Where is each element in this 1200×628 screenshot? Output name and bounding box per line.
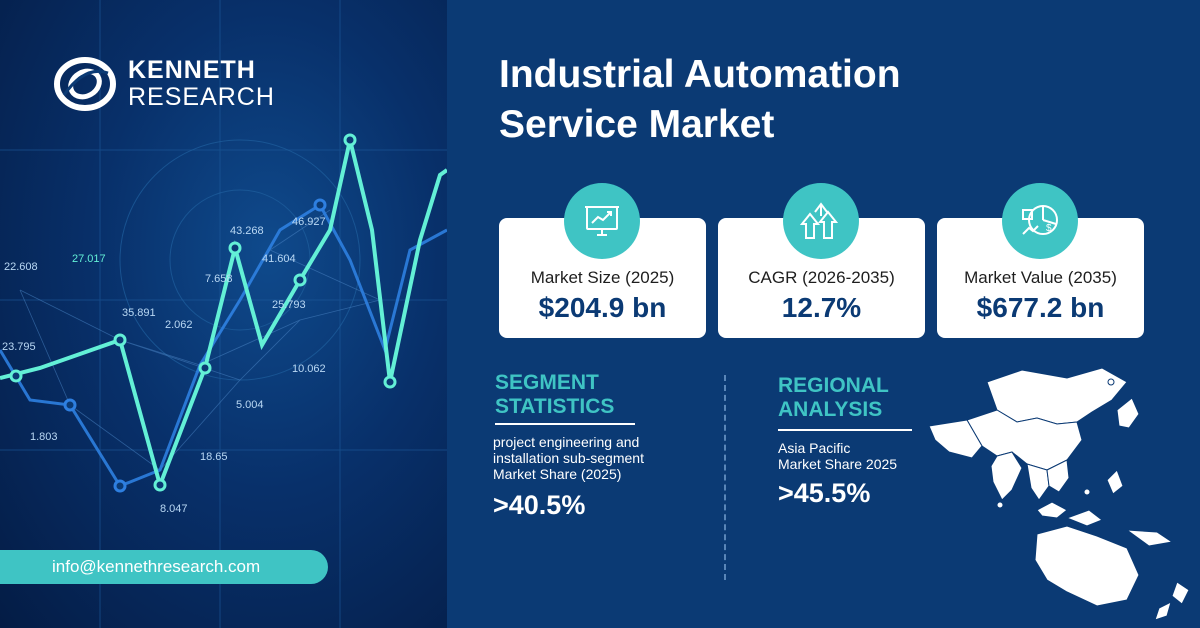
segment-desc-line2: installation sub-segment [493, 450, 644, 466]
card-value: $677.2 bn [976, 292, 1105, 323]
card-label: CAGR (2026-2035) [748, 268, 895, 287]
card-value: $204.9 bn [538, 292, 667, 323]
brand-logo: KENNETH RESEARCH [52, 55, 275, 113]
bg-number: 22.608 [4, 261, 38, 273]
cagr-card: CAGR (2026-2035) 12.7% [718, 218, 925, 338]
segment-value: >40.5% [493, 490, 586, 520]
card-label: Market Value (2035) [964, 268, 1117, 287]
brand-name-line1: KENNETH [128, 56, 256, 84]
segment-desc-line1: project engineering and [493, 434, 640, 450]
bg-number: 23.795 [2, 341, 36, 353]
segment-statistics-heading: SEGMENT STATISTICS [495, 371, 614, 419]
email-link[interactable]: info@kennethresearch.com [0, 550, 328, 584]
asia-pacific-map [928, 367, 1190, 621]
regional-title-line1: REGIONAL [778, 374, 889, 397]
brand-name-line2: RESEARCH [128, 83, 275, 111]
section-divider [724, 375, 726, 580]
card-value: 12.7% [781, 292, 862, 323]
title-line1: Industrial Automation [499, 53, 901, 96]
segment-desc-line3: Market Share (2025) [493, 466, 622, 482]
financial-chart-background: 22.608 27.017 23.795 35.891 2.062 7.658 … [0, 0, 447, 628]
bg-number: 2.062 [165, 319, 193, 331]
segment-title-line1: SEGMENT [495, 371, 599, 394]
regional-title-line2: ANALYSIS [778, 398, 883, 421]
regional-analysis-heading: REGIONAL ANALYSIS [778, 374, 889, 422]
presentation-chart-icon [564, 183, 640, 259]
growth-arrows-icon [783, 183, 859, 259]
regional-desc-line2: Market Share 2025 [778, 456, 898, 472]
bg-number: 35.891 [122, 307, 156, 319]
regional-description: Asia Pacific Market Share 2025 [778, 440, 897, 472]
regional-value: >45.5% [778, 478, 871, 508]
bg-number: 7.658 [205, 273, 233, 285]
page-title: Industrial Automation Service Market [499, 50, 1059, 150]
regional-desc-line1: Asia Pacific [778, 440, 851, 456]
card-label: Market Size (2025) [530, 268, 675, 287]
pie-dollar-icon: $ [1002, 183, 1078, 259]
bg-number: 41.604 [262, 253, 296, 265]
left-visual-panel: 22.608 27.017 23.795 35.891 2.062 7.658 … [0, 0, 447, 628]
bg-number: 8.047 [160, 503, 188, 515]
bg-number: 10.062 [292, 363, 326, 375]
logo-swirl-icon [52, 55, 118, 113]
bg-number: 5.004 [236, 399, 264, 411]
svg-text:$: $ [1046, 223, 1052, 234]
title-line2: Service Market [499, 103, 775, 146]
segment-description: project engineering and installation sub… [493, 434, 644, 482]
bg-number: 25.793 [272, 299, 306, 311]
market-value-card: Market Value (2035) $677.2 bn [937, 218, 1144, 338]
bg-number: 18.65 [200, 451, 228, 463]
right-content-panel: Industrial Automation Service Market Mar… [447, 0, 1200, 628]
bg-number: 1.803 [30, 431, 58, 443]
regional-divider [778, 429, 912, 431]
bg-number: 27.017 [72, 253, 106, 265]
segment-divider [495, 423, 635, 425]
bg-number: 46.927 [292, 216, 326, 228]
bg-number: 43.268 [230, 225, 264, 237]
segment-title-line2: STATISTICS [495, 395, 615, 418]
